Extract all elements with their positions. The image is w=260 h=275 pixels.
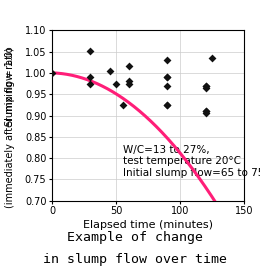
Point — [165, 75, 170, 79]
Point — [88, 81, 93, 86]
Point — [127, 79, 131, 84]
Point — [204, 109, 208, 114]
X-axis label: Elapsed time (minutes): Elapsed time (minutes) — [83, 221, 213, 230]
Text: Example of change: Example of change — [67, 231, 203, 244]
Text: W/C=13 to 27%,: W/C=13 to 27%, — [122, 145, 209, 155]
Point — [204, 109, 208, 114]
Point — [165, 58, 170, 62]
Point — [165, 103, 170, 107]
Point — [204, 111, 208, 116]
Point — [120, 103, 125, 107]
Text: in slump flow over time: in slump flow over time — [43, 253, 227, 266]
Point — [165, 75, 170, 79]
Text: Initial slump flow=65 to 75cm: Initial slump flow=65 to 75cm — [122, 167, 260, 177]
Point — [204, 84, 208, 88]
Text: test temperature 20°C: test temperature 20°C — [122, 156, 240, 166]
Point — [50, 71, 54, 75]
Point — [108, 68, 112, 73]
Point — [204, 86, 208, 90]
Point — [127, 81, 131, 86]
Text: Slump flow ratio: Slump flow ratio — [5, 47, 15, 127]
Point — [165, 84, 170, 88]
Point — [88, 48, 93, 53]
Point — [165, 103, 170, 107]
Point — [88, 75, 93, 79]
Point — [204, 84, 208, 88]
Text: (immediately after mixing = 1.0): (immediately after mixing = 1.0) — [5, 48, 15, 208]
Point — [127, 64, 131, 69]
Point — [210, 56, 214, 60]
Point — [114, 81, 118, 86]
